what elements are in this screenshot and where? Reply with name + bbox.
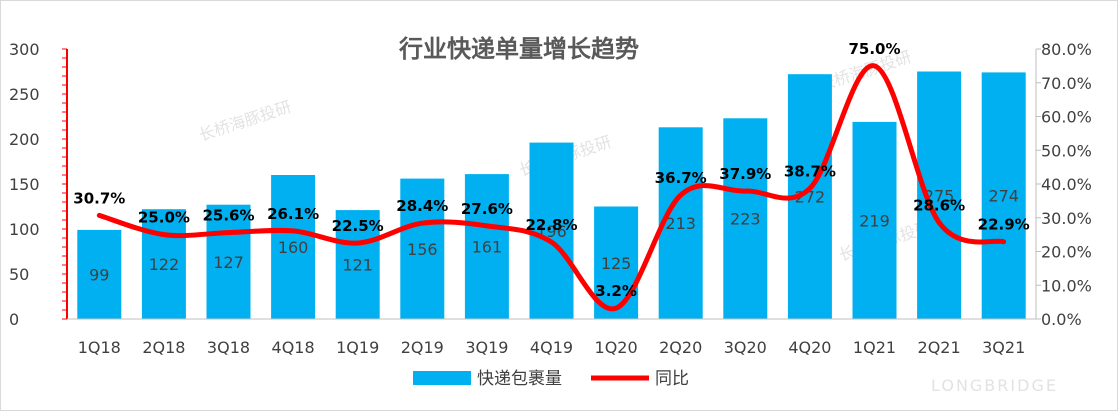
- yoy-value-label: 38.7%: [784, 162, 836, 180]
- x-axis: 1Q18 2Q18 3Q18 4Q18 1Q19 2Q19 3Q19 4Q19 1Q20 2Q20…: [67, 319, 1036, 357]
- bar-value-label: 121: [342, 256, 373, 275]
- bar-value-label: 223: [730, 210, 761, 229]
- x-tick-label: 1Q18: [78, 338, 121, 357]
- left-tick-label: 0: [9, 310, 19, 329]
- right-tick-label: 10.0%: [1041, 276, 1092, 295]
- yoy-value-label: 25.6%: [202, 207, 254, 225]
- yoy-value-label: 26.1%: [267, 205, 319, 223]
- yoy-value-label: 22.8%: [525, 216, 577, 234]
- x-tick-label: 2Q19: [401, 338, 444, 357]
- bar-value-label: 156: [407, 240, 438, 259]
- right-axis: 0.0% 10.0% 20.0% 30.0% 40.0% 50.0% 60.0% 70.0% 8…: [1036, 40, 1092, 329]
- legend-label-bar: 快递包裹量: [477, 369, 562, 389]
- legend: 快递包裹量 同比: [413, 369, 689, 389]
- right-tick-label: 80.0%: [1041, 40, 1092, 59]
- yoy-value-label: 28.4%: [396, 197, 448, 215]
- bar-value-label: 219: [859, 211, 890, 230]
- bar-value-label: 160: [278, 238, 309, 257]
- yoy-value-label: 25.0%: [138, 209, 190, 227]
- right-tick-label: 70.0%: [1041, 74, 1092, 93]
- legend-label-line: 同比: [655, 369, 689, 389]
- x-tick-label: 4Q20: [788, 338, 831, 357]
- x-tick-label: 2Q18: [142, 338, 185, 357]
- bar-value-label: 125: [601, 254, 632, 273]
- left-tick-label: 250: [9, 85, 40, 104]
- bar-value-label: 213: [665, 214, 696, 233]
- x-tick-label: 1Q21: [853, 338, 896, 357]
- left-tick-label: 150: [9, 175, 40, 194]
- right-tick-label: 20.0%: [1041, 243, 1092, 262]
- bar-value-label: 161: [472, 238, 503, 257]
- left-axis: 0 50 100 150 200 250 300: [9, 40, 67, 329]
- bar-value-label: 99: [89, 265, 109, 284]
- x-tick-label: 4Q19: [530, 338, 573, 357]
- right-tick-label: 30.0%: [1041, 209, 1092, 228]
- legend-swatch-bar: [413, 371, 471, 385]
- left-tick-label: 100: [9, 220, 40, 239]
- x-tick-label: 3Q19: [465, 338, 508, 357]
- yoy-value-label: 28.6%: [913, 196, 965, 214]
- right-tick-label: 40.0%: [1041, 175, 1092, 194]
- x-tick-label: 1Q19: [336, 338, 379, 357]
- yoy-value-label: 37.9%: [719, 165, 771, 183]
- x-tick-label: 2Q21: [918, 338, 961, 357]
- yoy-value-label: 3.2%: [595, 282, 637, 300]
- left-tick-label: 300: [9, 40, 40, 59]
- right-tick-label: 0.0%: [1041, 310, 1082, 329]
- bar-series: [77, 72, 1025, 320]
- yoy-value-label: 36.7%: [655, 169, 707, 187]
- bar-value-label: 127: [213, 253, 244, 272]
- x-tick-label: 1Q20: [595, 338, 638, 357]
- right-tick-label: 50.0%: [1041, 141, 1092, 160]
- watermark-text: 长桥海豚投研: [196, 97, 293, 145]
- bar-value-label: 274: [988, 187, 1019, 206]
- x-tick-label: 3Q21: [982, 338, 1025, 357]
- x-tick-label: 4Q18: [272, 338, 315, 357]
- yoy-value-label: 22.5%: [332, 217, 384, 235]
- left-tick-label: 50: [9, 265, 29, 284]
- chart-title: 行业快递单量增长趋势: [398, 35, 639, 63]
- watermark-logo: LONGBRIDGE: [931, 376, 1058, 395]
- x-tick-label: 3Q18: [207, 338, 250, 357]
- x-tick-label: 3Q20: [724, 338, 767, 357]
- yoy-value-label: 22.9%: [978, 216, 1030, 234]
- bar-value-label: 122: [149, 255, 180, 274]
- left-tick-label: 200: [9, 130, 40, 149]
- right-tick-label: 60.0%: [1041, 108, 1092, 127]
- x-tick-label: 2Q20: [659, 338, 702, 357]
- yoy-value-label: 27.6%: [461, 200, 513, 218]
- yoy-value-label: 75.0%: [848, 40, 900, 58]
- yoy-value-label: 30.7%: [73, 189, 125, 207]
